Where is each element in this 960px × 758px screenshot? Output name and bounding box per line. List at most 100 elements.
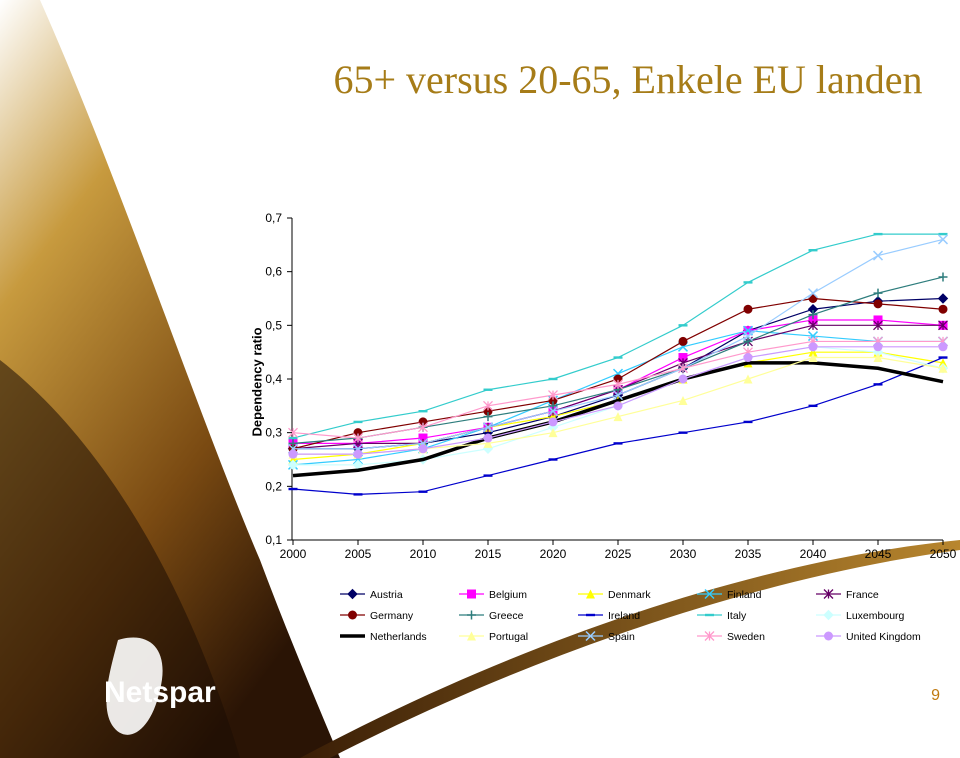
marker — [678, 363, 688, 374]
marker — [482, 422, 494, 433]
marker — [938, 320, 948, 331]
marker — [743, 420, 753, 424]
legend-label: France — [846, 589, 879, 601]
marker — [287, 459, 299, 471]
slide-title: 65+ versus 20-65, Enkele EU landen — [333, 57, 922, 102]
legend-label: Italy — [727, 610, 747, 622]
x-tick-label: 2050 — [930, 547, 957, 561]
marker — [613, 379, 623, 390]
marker — [288, 427, 298, 438]
marker — [483, 388, 493, 391]
legend-label: Germany — [370, 610, 414, 622]
marker — [743, 353, 753, 363]
legend-label: Ireland — [608, 610, 640, 622]
marker — [548, 417, 558, 427]
marker — [823, 609, 834, 621]
marker — [937, 234, 949, 245]
legend-label: Netherlands — [370, 631, 427, 643]
bottom-swoosh — [300, 540, 960, 758]
marker — [873, 383, 883, 386]
page-number: 9 — [931, 687, 940, 704]
marker — [483, 412, 493, 422]
marker — [743, 374, 753, 384]
x-tick-label: 2005 — [345, 547, 372, 561]
x-tick-label: 2035 — [735, 547, 762, 561]
logo-shape — [106, 637, 163, 735]
x-tick-label: 2000 — [280, 547, 307, 561]
marker — [873, 288, 883, 298]
marker — [938, 232, 948, 236]
marker — [742, 331, 754, 342]
legend-label: Greece — [489, 610, 524, 622]
marker — [743, 336, 753, 346]
legend-label: Spain — [608, 631, 635, 643]
marker — [938, 363, 948, 373]
marker — [873, 299, 883, 309]
x-tick-label: 2030 — [670, 547, 697, 561]
marker — [288, 449, 298, 459]
marker — [808, 353, 818, 363]
marker — [873, 320, 883, 331]
marker — [808, 404, 818, 408]
marker — [612, 390, 624, 401]
marker — [873, 353, 883, 363]
legend-label: Sweden — [727, 631, 765, 643]
marker — [824, 631, 833, 641]
marker — [418, 410, 428, 413]
marker — [353, 433, 363, 443]
marker — [808, 320, 818, 331]
marker — [483, 474, 493, 477]
marker — [613, 442, 623, 445]
marker — [873, 232, 883, 236]
marker — [613, 356, 623, 359]
marker — [808, 342, 818, 352]
plot — [287, 232, 949, 496]
marker — [704, 631, 715, 641]
marker — [938, 272, 948, 282]
legend-label: Luxembourg — [846, 610, 905, 622]
marker — [548, 377, 558, 381]
marker — [938, 304, 948, 314]
marker — [678, 395, 688, 405]
marker — [585, 630, 596, 642]
marker — [467, 589, 476, 599]
marker — [347, 588, 358, 600]
marker — [483, 400, 493, 411]
marker — [288, 438, 298, 448]
x-tick-label: 2045 — [865, 547, 892, 561]
y-tick-label: 0,4 — [265, 372, 282, 386]
marker — [938, 342, 948, 352]
y-axis-label: Dependency ratio — [249, 327, 264, 436]
marker — [586, 589, 595, 599]
marker — [678, 324, 688, 327]
marker — [548, 458, 558, 461]
y-tick-label: 0,3 — [265, 426, 282, 440]
marker — [288, 487, 298, 491]
x-tick-label: 2025 — [605, 547, 632, 561]
marker — [613, 412, 623, 422]
marker — [483, 433, 493, 443]
marker — [808, 315, 818, 325]
x-tick-label: 2015 — [475, 547, 502, 561]
marker — [743, 304, 753, 314]
background-shade — [0, 360, 240, 758]
marker — [548, 390, 558, 401]
marker — [704, 588, 715, 600]
marker — [873, 315, 883, 325]
marker — [467, 610, 476, 620]
legend-label: United Kingdom — [846, 631, 921, 643]
x-tick-label: 2040 — [800, 547, 827, 561]
legend-label: Denmark — [608, 589, 651, 601]
marker — [678, 374, 688, 384]
logo-text: Netspar — [104, 676, 216, 709]
marker — [938, 356, 948, 359]
x-tick-label: 2020 — [540, 547, 567, 561]
y-tick-label: 0,1 — [265, 533, 282, 547]
marker — [823, 589, 834, 599]
legend-label: Austria — [370, 589, 403, 601]
legend-label: Finland — [727, 589, 762, 601]
marker — [353, 420, 363, 424]
y-tick-label: 0,5 — [265, 318, 282, 332]
marker — [353, 493, 363, 496]
marker — [353, 449, 363, 459]
